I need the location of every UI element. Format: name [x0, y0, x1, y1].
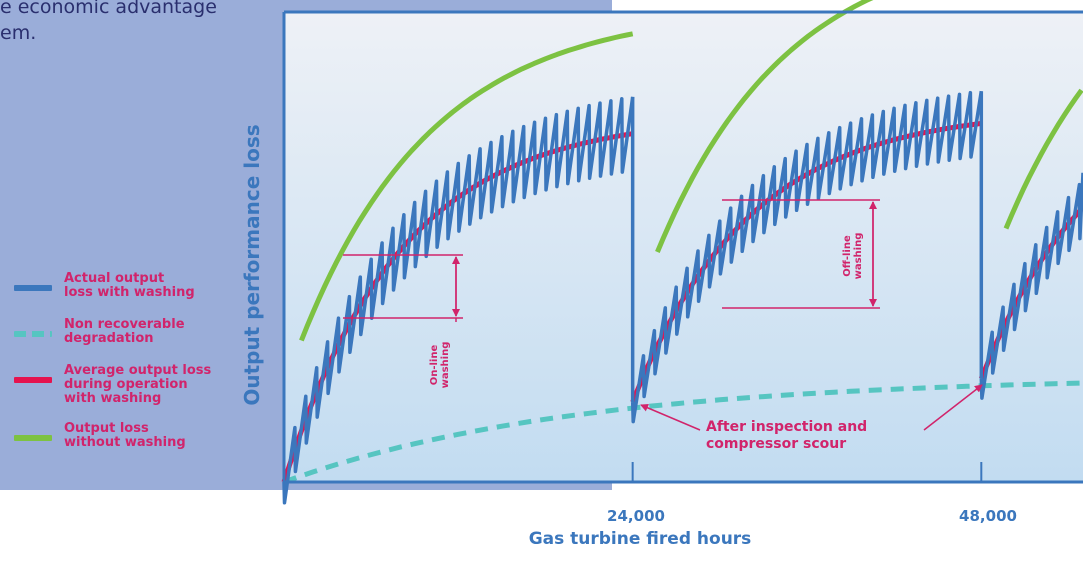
offline-washing-label: Off-line washing [842, 233, 864, 280]
online-washing-label: On-line washing [429, 342, 451, 389]
x-tick-label-24000: 24,000 [607, 507, 665, 525]
y-axis-label: Output performance loss [240, 124, 264, 405]
x-tick-label-48000: 48,000 [959, 507, 1017, 525]
after-inspection-label: After inspection and compressor scour [706, 419, 867, 453]
x-axis-label: Gas turbine fired hours [529, 529, 752, 549]
